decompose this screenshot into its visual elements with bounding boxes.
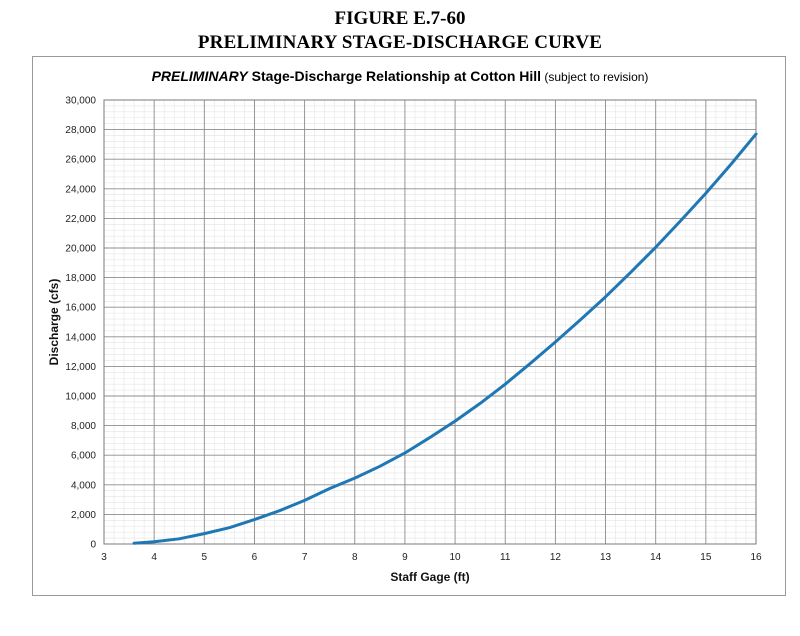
x-tick-label: 12 bbox=[550, 552, 562, 563]
stage-discharge-line bbox=[132, 132, 758, 545]
minor-gridlines bbox=[104, 100, 756, 544]
major-gridlines bbox=[103, 99, 757, 545]
y-tick-label: 14,000 bbox=[65, 332, 96, 343]
y-tick-label: 10,000 bbox=[65, 392, 96, 403]
x-tick-label: 14 bbox=[650, 552, 662, 563]
x-tick-label: 13 bbox=[600, 552, 612, 563]
chart-title: PRELIMINARY Stage-Discharge Relationship… bbox=[152, 68, 649, 84]
y-tick-label: 12,000 bbox=[65, 362, 96, 373]
figure-number: FIGURE E.7-60 bbox=[334, 8, 466, 29]
x-axis-title: Staff Gage (ft) bbox=[390, 570, 469, 584]
y-tick-label: 18,000 bbox=[65, 273, 96, 284]
x-tick-label: 9 bbox=[402, 552, 408, 563]
x-tick-label: 5 bbox=[202, 552, 208, 563]
y-tick-label: 4,000 bbox=[71, 480, 96, 491]
y-tick-label: 28,000 bbox=[65, 125, 96, 136]
x-tick-label: 15 bbox=[700, 552, 712, 563]
x-tick-label: 6 bbox=[252, 552, 258, 563]
y-tick-label: 8,000 bbox=[71, 421, 96, 432]
y-tick-labels: 0 2,000 4,000 6,000 8,000 10,000 12,000 14,000 1… bbox=[65, 96, 96, 551]
figure-caption: PRELIMINARY STAGE-DISCHARGE CURVE bbox=[197, 32, 603, 53]
x-tick-labels: 3 4 5 6 7 8 9 10 11 12 13 14 15 16 bbox=[101, 552, 762, 563]
x-tick-label: 3 bbox=[101, 552, 107, 563]
y-tick-label: 16,000 bbox=[65, 303, 96, 314]
y-tick-label: 26,000 bbox=[65, 155, 96, 166]
x-tick-label: 16 bbox=[750, 552, 762, 563]
x-tick-label: 8 bbox=[352, 552, 358, 563]
y-tick-label: 2,000 bbox=[71, 510, 96, 521]
y-tick-label: 6,000 bbox=[71, 451, 96, 462]
chart-title-note: (subject to revision) bbox=[541, 70, 648, 84]
y-tick-label: 0 bbox=[90, 540, 96, 551]
x-tick-label: 7 bbox=[302, 552, 308, 563]
x-tick-label: 10 bbox=[450, 552, 462, 563]
chart-frame bbox=[32, 56, 786, 596]
y-tick-label: 22,000 bbox=[65, 214, 96, 225]
series-group bbox=[132, 132, 758, 545]
y-tick-label: 20,000 bbox=[65, 244, 96, 255]
x-tick-label: 4 bbox=[151, 552, 157, 563]
chart-title-main: Stage-Discharge Relationship at Cotton H… bbox=[248, 68, 541, 84]
x-tick-label: 11 bbox=[500, 552, 511, 563]
y-tick-label: 30,000 bbox=[65, 96, 96, 107]
chart-title-emphasis: PRELIMINARY bbox=[152, 68, 250, 84]
plot-area-border bbox=[103, 99, 757, 545]
y-axis-title: Discharge (cfs) bbox=[47, 279, 61, 366]
y-tick-label: 24,000 bbox=[65, 184, 96, 195]
